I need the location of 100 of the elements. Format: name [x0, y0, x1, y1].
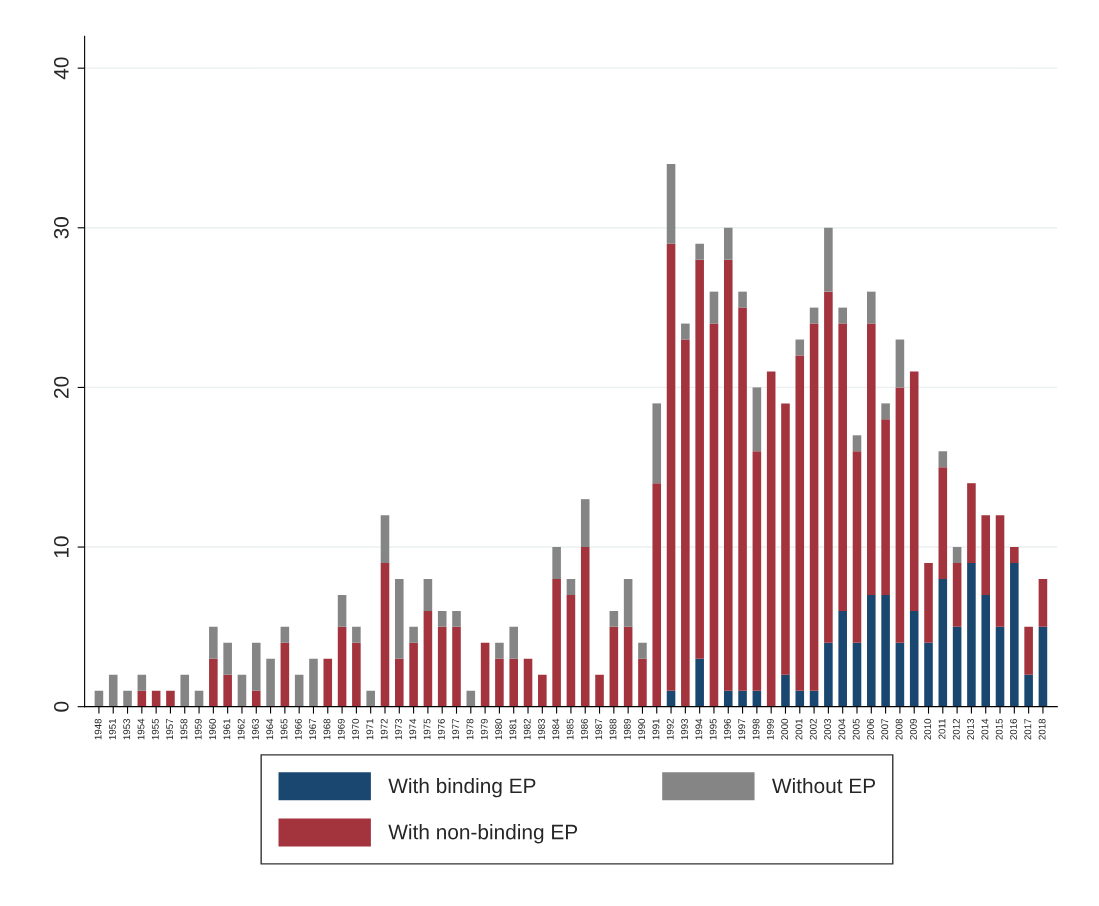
bar: [137, 674, 147, 691]
x-tick-label: 1963: [251, 718, 259, 740]
x-tick-label: 1972: [380, 718, 388, 740]
bar: [995, 515, 1005, 627]
bar: [695, 243, 704, 260]
bar: [995, 626, 1005, 707]
bar: [509, 658, 519, 707]
bar: [309, 658, 318, 707]
bar: [251, 642, 261, 691]
x-tick-label: 1968: [323, 718, 331, 740]
bar: [352, 626, 361, 643]
x-tick-label: 2012: [952, 718, 960, 740]
bar: [266, 658, 275, 707]
bar: [209, 658, 218, 707]
bar: [1038, 578, 1048, 627]
y-tick-label: 0: [53, 701, 69, 712]
y-tick-label: 20: [53, 376, 69, 398]
bar: [108, 674, 118, 707]
x-tick-label: 1993: [681, 718, 688, 740]
bar: [852, 451, 862, 643]
bar: [423, 578, 433, 611]
bar: [781, 403, 790, 675]
x-tick-label: 1982: [523, 718, 531, 740]
bar: [380, 563, 390, 707]
bar: [280, 642, 290, 707]
x-tick-label: 1973: [395, 718, 402, 740]
bar: [509, 626, 519, 659]
bar: [294, 674, 304, 707]
bar: [180, 674, 190, 707]
bar: [738, 690, 747, 707]
x-tick-label: 1979: [480, 718, 488, 740]
bar: [366, 690, 375, 707]
x-tick-label: 1991: [652, 718, 660, 740]
bar: [752, 451, 762, 691]
bar: [938, 451, 948, 468]
bar: [838, 610, 847, 707]
x-tick-label: 1954: [137, 718, 145, 740]
bar: [495, 642, 504, 659]
bar: [166, 690, 175, 707]
x-tick-label: 1976: [437, 718, 445, 740]
bar: [452, 626, 461, 707]
bar: [323, 658, 333, 707]
bar: [566, 578, 576, 595]
x-tick-label: 1975: [423, 718, 431, 740]
bar: [738, 307, 747, 691]
x-tick-label: 1958: [180, 718, 188, 740]
x-tick-label: 2000: [781, 718, 789, 740]
x-tick-label: 2010: [924, 718, 932, 740]
x-tick-label: 1951: [108, 718, 116, 740]
x-tick-label: 1970: [352, 718, 359, 740]
bar: [938, 467, 948, 579]
bar: [423, 610, 433, 707]
x-tick-label: 2015: [995, 718, 1003, 740]
bar: [967, 563, 976, 707]
bar: [752, 387, 762, 452]
x-tick-label: 1957: [166, 718, 174, 740]
bar: [409, 626, 418, 643]
legend-label: With binding EP: [388, 777, 536, 798]
bar: [123, 690, 132, 707]
bar: [795, 690, 805, 707]
x-tick-label: 2003: [824, 718, 831, 740]
bar: [352, 642, 361, 707]
bar: [580, 499, 590, 548]
bar: [781, 674, 790, 707]
x-tick-label: 2004: [838, 718, 846, 740]
bar: [480, 642, 490, 707]
x-tick-label: 1961: [223, 718, 231, 740]
bar: [495, 658, 504, 707]
legend-label: Without EP: [772, 777, 876, 794]
x-tick-label: 2006: [867, 718, 874, 740]
x-tick-label: 1967: [309, 718, 317, 740]
bar: [1024, 674, 1033, 707]
x-tick-label: 1996: [723, 718, 731, 740]
bar: [209, 626, 218, 659]
bar: [609, 610, 619, 627]
bar: [709, 291, 719, 324]
bar: [523, 658, 533, 707]
bar: [223, 642, 232, 675]
x-tick-label: 1987: [595, 718, 603, 740]
x-tick-label: 2009: [909, 718, 917, 740]
bar: [938, 578, 948, 707]
bar: [795, 339, 805, 356]
legend-label: With non-binding EP: [388, 824, 578, 844]
bar: [1010, 547, 1019, 564]
x-tick-label: 1994: [695, 718, 703, 740]
bar: [695, 259, 704, 659]
bar: [909, 371, 919, 611]
bar: [709, 323, 719, 707]
bar: [595, 674, 604, 707]
x-tick-label: 2016: [1010, 718, 1017, 740]
bar: [809, 323, 819, 691]
bar: [681, 339, 690, 707]
bar: [824, 227, 833, 292]
x-tick-label: 1953: [123, 718, 131, 740]
bar: [924, 642, 933, 707]
bar: [895, 339, 905, 388]
x-tick-label: 2001: [795, 718, 803, 740]
bar: [795, 355, 805, 691]
bar: [895, 387, 905, 643]
x-tick-label: 1985: [566, 718, 574, 740]
